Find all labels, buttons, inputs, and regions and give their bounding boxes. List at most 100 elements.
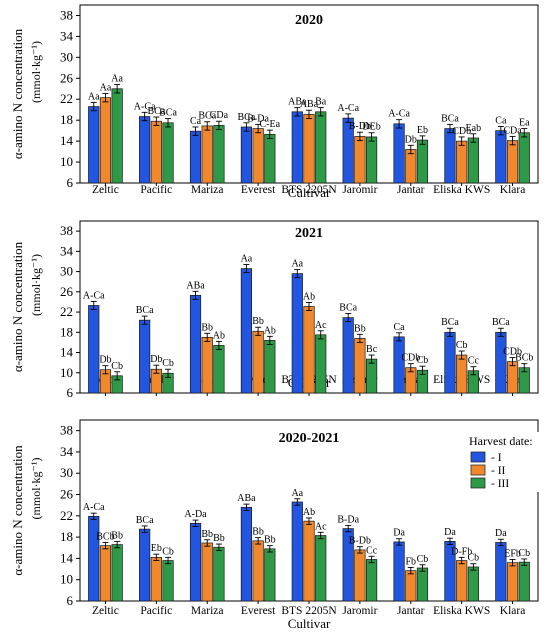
- y-tick-label: 38: [60, 7, 73, 22]
- bar: [189, 522, 202, 602]
- data-label: BCa: [492, 317, 510, 328]
- data-label: Eab: [466, 123, 482, 134]
- y-tick-label: 30: [60, 264, 73, 279]
- bar: [213, 345, 225, 394]
- data-label: Eb: [417, 125, 428, 136]
- bar: [111, 88, 123, 184]
- data-label: Bb: [354, 323, 366, 334]
- data-label: Bc: [366, 344, 378, 355]
- bar: [240, 268, 253, 394]
- data-label: BCa: [339, 303, 357, 314]
- bar: [201, 337, 213, 394]
- x-tick-label: Eliska KWS: [433, 184, 490, 196]
- bar: [150, 556, 162, 602]
- chart-title: 2020: [295, 13, 323, 28]
- data-label: Aa: [88, 91, 100, 102]
- data-label: BCa: [441, 113, 459, 124]
- y-tick-label: 18: [60, 324, 73, 339]
- bar: [213, 125, 225, 184]
- chart-panel-1: 6 10 14 18 22 26 30 34 38 2020 α-amino N concentra…: [10, 4, 539, 200]
- data-label: Bb: [201, 529, 213, 540]
- data-label: Cb: [417, 554, 429, 565]
- y-tick-label: 22: [60, 304, 73, 319]
- data-label: BCb: [96, 531, 114, 542]
- bar: [315, 334, 327, 394]
- bar: [365, 136, 378, 184]
- bar: [240, 126, 253, 184]
- y-tick-label: 26: [60, 487, 74, 502]
- bar: [150, 120, 162, 184]
- data-label: A-Ca: [83, 502, 105, 513]
- data-label: A-Ca: [83, 290, 105, 301]
- data-label: Aa: [291, 259, 303, 270]
- bar: [201, 125, 213, 184]
- data-label: Da: [444, 527, 456, 538]
- data-label: BCa: [198, 111, 216, 122]
- data-label: Cb: [111, 361, 123, 372]
- data-label: Cb: [456, 340, 468, 351]
- x-tick-label: Eliska KWS: [433, 605, 490, 617]
- bar: [416, 139, 429, 184]
- bar: [291, 501, 303, 602]
- x-axis-label: Cultivar: [288, 185, 331, 200]
- x-tick-label: Jaromir: [342, 605, 377, 617]
- bar: [111, 544, 123, 602]
- data-label: CDa: [503, 125, 522, 136]
- x-tick-label: BTS 2205N: [281, 605, 337, 617]
- data-label: D-Fb: [451, 546, 472, 557]
- data-label: ABa: [288, 97, 307, 108]
- data-label: B-Db: [349, 121, 371, 132]
- bar: [518, 132, 530, 184]
- x-tick-label: BTS 2205N: [281, 184, 337, 196]
- legend-swatch: [470, 477, 486, 489]
- chart-legend: Harvest date: - I- II- III: [465, 432, 539, 492]
- bar: [405, 570, 417, 602]
- data-label: Ea: [519, 118, 530, 129]
- y-tick-label: 6: [67, 385, 74, 400]
- bar: [264, 548, 276, 602]
- data-label: BCa: [147, 106, 165, 117]
- data-label: Bb: [201, 322, 213, 333]
- data-label: BCa: [159, 108, 177, 119]
- data-label: Bb: [213, 533, 225, 544]
- data-label: Aa: [241, 254, 253, 265]
- y-tick-label: 34: [60, 28, 74, 43]
- data-label: A-Ca: [337, 103, 359, 114]
- x-tick-label: Klara: [500, 184, 526, 196]
- y-tick-label: 14: [60, 345, 74, 360]
- y-tick-label: 18: [60, 529, 73, 544]
- bar: [162, 560, 174, 602]
- data-label: B-Da: [247, 113, 269, 124]
- x-tick-label: Pacific: [140, 184, 172, 196]
- y-tick-label: 14: [60, 550, 74, 565]
- y-tick-label: 34: [60, 243, 74, 258]
- data-label: Eb: [151, 543, 162, 554]
- y-tick-label: 26: [60, 70, 74, 85]
- x-tick-label: Pacific: [140, 605, 172, 617]
- data-label: Ba: [315, 97, 327, 108]
- bar: [393, 541, 405, 602]
- bar: [303, 114, 315, 184]
- legend-label: - III: [491, 478, 509, 490]
- data-label: BCa: [441, 317, 459, 328]
- data-label: Aa: [291, 488, 303, 499]
- bar: [495, 331, 507, 394]
- x-tick-label: Zeltic: [92, 605, 119, 617]
- data-label: Ab: [213, 330, 225, 341]
- bar: [342, 317, 354, 394]
- y-axis-unit: (mmol·kg⁻¹): [29, 458, 43, 520]
- bar: [456, 354, 468, 394]
- bar: [495, 130, 507, 184]
- chart-panel-3: 6 10 14 18 22 26 30 34 38 2020-2021 α-amino N conc…: [10, 419, 539, 631]
- x-tick-label: Jantar: [397, 184, 425, 196]
- bar: [506, 562, 519, 602]
- data-label: Ac: [315, 320, 327, 331]
- data-label: Cb: [417, 355, 429, 366]
- data-label: A-Da: [184, 509, 207, 520]
- data-label: Ab: [303, 507, 315, 518]
- y-tick-label: 38: [60, 423, 73, 438]
- data-label: ABa: [300, 99, 319, 110]
- data-label: Ab: [264, 325, 276, 336]
- data-label: Bb: [252, 316, 264, 327]
- y-tick-label: 14: [60, 133, 74, 148]
